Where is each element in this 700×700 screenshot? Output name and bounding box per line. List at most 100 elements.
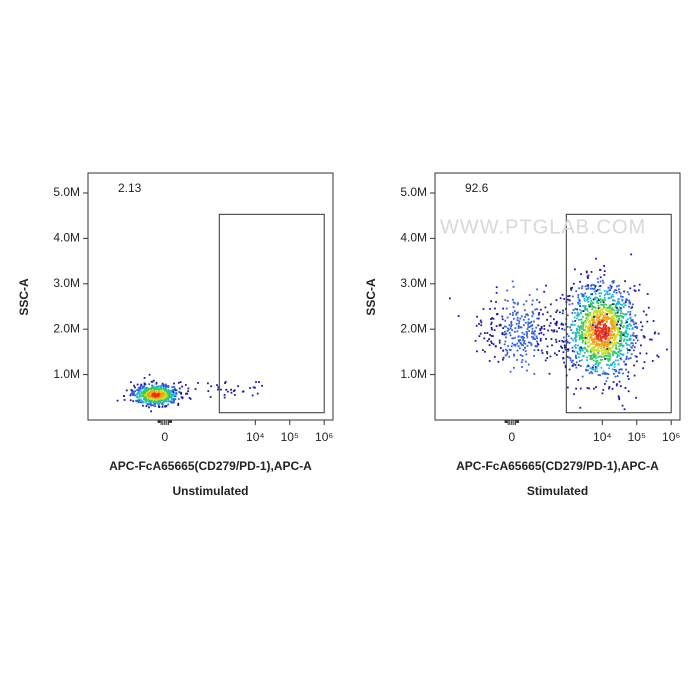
event-dot xyxy=(138,391,141,394)
event-dot xyxy=(525,353,528,356)
event-dot xyxy=(592,318,595,321)
event-dot xyxy=(585,342,588,344)
event-dot xyxy=(635,326,638,328)
event-dot xyxy=(608,304,611,307)
event-dot xyxy=(170,401,173,404)
event-dot xyxy=(536,298,538,301)
event-dot xyxy=(586,316,589,319)
event-dot xyxy=(534,330,536,333)
event-dot xyxy=(587,298,589,300)
event-dot xyxy=(527,318,530,321)
event-dot xyxy=(174,389,177,392)
event-dot xyxy=(171,389,174,392)
event-dot xyxy=(616,318,619,321)
event-dot xyxy=(586,356,588,359)
event-dot xyxy=(605,303,608,306)
event-dot xyxy=(586,299,588,302)
event-dot xyxy=(604,358,607,360)
event-dot xyxy=(597,356,600,358)
event-dot xyxy=(618,368,621,371)
event-dot xyxy=(180,391,183,394)
event-dot xyxy=(635,322,637,325)
event-dot xyxy=(625,368,627,371)
event-dot xyxy=(167,389,170,392)
event-dot xyxy=(144,388,147,390)
event-dot xyxy=(626,339,629,342)
event-dot xyxy=(608,328,610,331)
event-dot xyxy=(495,286,498,289)
event-dot xyxy=(619,385,622,388)
event-dot xyxy=(490,323,493,326)
event-dot xyxy=(607,359,610,362)
event-dot xyxy=(603,290,606,292)
event-dot xyxy=(150,399,153,402)
event-dot xyxy=(604,330,606,333)
event-dot xyxy=(624,300,627,303)
event-dot xyxy=(595,318,598,321)
event-dot xyxy=(580,334,583,337)
event-dot xyxy=(595,367,598,370)
event-dot xyxy=(610,320,612,323)
event-dot xyxy=(635,336,638,339)
event-dot xyxy=(577,301,579,304)
event-dot xyxy=(603,294,606,297)
event-dot xyxy=(582,339,584,342)
event-dot xyxy=(598,332,601,335)
event-dot xyxy=(574,336,577,339)
event-dot xyxy=(616,327,619,330)
event-dot xyxy=(579,318,582,321)
event-dot xyxy=(603,345,605,348)
event-dot xyxy=(592,298,595,301)
event-dot xyxy=(254,386,256,389)
event-dot xyxy=(154,391,156,394)
event-dot xyxy=(142,404,144,407)
event-dot xyxy=(608,352,611,354)
event-dot xyxy=(144,386,147,389)
event-dot xyxy=(607,286,610,289)
event-dot xyxy=(594,368,597,371)
event-dot xyxy=(602,370,605,373)
event-dot xyxy=(587,274,590,277)
event-dot xyxy=(490,326,493,329)
event-dot xyxy=(620,338,623,340)
event-dot xyxy=(593,320,596,323)
event-dot xyxy=(594,286,597,289)
event-dot xyxy=(144,397,147,400)
event-dot xyxy=(553,352,556,355)
event-dot xyxy=(593,310,596,313)
event-dot xyxy=(590,347,593,350)
event-dot xyxy=(154,405,157,408)
event-dot xyxy=(611,344,614,347)
event-dot xyxy=(521,359,524,361)
event-dot xyxy=(617,363,620,366)
y-tick-label: 4.0M xyxy=(400,231,427,245)
event-dot xyxy=(609,317,612,320)
event-dot xyxy=(580,292,583,295)
event-dot xyxy=(594,348,596,351)
event-dot xyxy=(610,364,612,367)
event-dot xyxy=(633,349,635,352)
event-dot xyxy=(603,316,606,319)
event-dot xyxy=(562,309,564,312)
event-dot xyxy=(545,338,547,340)
event-dot xyxy=(589,349,592,352)
event-dot xyxy=(167,403,170,406)
event-dot xyxy=(603,265,605,267)
event-dot xyxy=(194,388,197,390)
event-dot xyxy=(149,393,151,396)
event-dot xyxy=(580,359,583,362)
event-dot xyxy=(178,387,181,390)
event-dot xyxy=(490,321,493,324)
event-dot xyxy=(592,333,595,336)
event-dot xyxy=(611,346,614,349)
event-dot xyxy=(613,351,616,354)
event-dot xyxy=(491,335,494,337)
event-dot xyxy=(136,389,138,392)
event-dot xyxy=(230,388,233,391)
event-dot xyxy=(523,309,526,312)
event-dot xyxy=(532,332,535,335)
event-dot xyxy=(635,355,638,358)
event-dot xyxy=(162,395,165,398)
event-dot xyxy=(520,315,523,318)
gate-percent: 2.13 xyxy=(118,181,142,195)
